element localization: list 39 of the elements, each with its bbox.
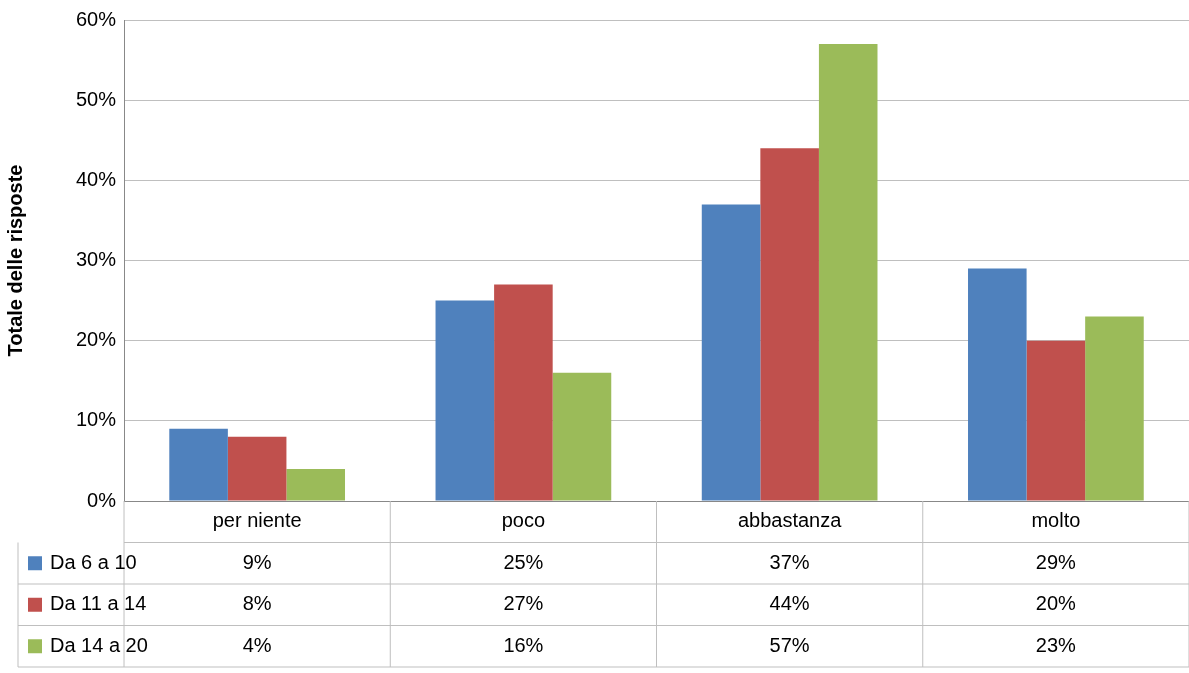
data-label: 44% <box>769 592 810 615</box>
bar <box>286 468 346 501</box>
bar <box>169 428 228 501</box>
data-label: 8% <box>242 592 272 615</box>
data-label: 25% <box>503 550 544 573</box>
x-tick-label: poco <box>501 509 546 532</box>
data-label: 29% <box>1035 550 1077 573</box>
data-label: 20% <box>1035 592 1077 615</box>
data-label: 9% <box>242 550 272 573</box>
y-axis-title: Totale delle risposte <box>3 164 26 357</box>
data-label: 27% <box>503 592 544 615</box>
bar <box>435 300 495 501</box>
x-tick-label: molto <box>1031 509 1081 532</box>
data-label: 4% <box>242 633 272 656</box>
y-tick-label: 60% <box>76 7 117 30</box>
data-label: 37% <box>769 550 810 573</box>
bar <box>968 268 1027 501</box>
y-tick-label: 40% <box>76 167 117 190</box>
y-tick-label: 20% <box>76 328 117 351</box>
legend-label: Da 6 a 10 <box>50 550 137 573</box>
bar <box>552 372 612 501</box>
data-label: 57% <box>769 633 810 656</box>
bar <box>701 204 761 501</box>
bar <box>760 148 819 501</box>
y-tick-label: 30% <box>76 248 117 271</box>
bar <box>818 44 878 501</box>
legend-label: Da 14 a 20 <box>50 633 148 656</box>
data-label: 23% <box>1035 633 1077 656</box>
bar <box>494 284 553 501</box>
y-tick-label: 0% <box>87 488 117 511</box>
y-tick-label: 50% <box>76 87 117 110</box>
bar <box>1026 340 1086 501</box>
y-tick-label: 10% <box>76 408 117 431</box>
bar <box>1085 316 1144 501</box>
bar <box>227 436 287 501</box>
legend-label: Da 11 a 14 <box>50 592 147 615</box>
x-tick-label: per niente <box>212 509 302 532</box>
data-label: 16% <box>503 633 544 656</box>
x-tick-label: abbastanza <box>737 509 843 532</box>
